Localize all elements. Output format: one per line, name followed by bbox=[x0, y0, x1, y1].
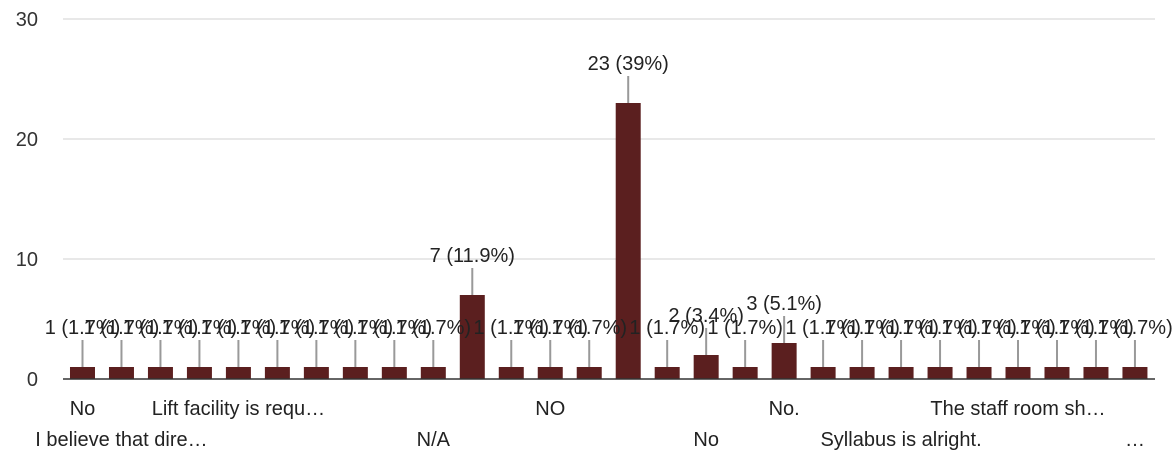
bar bbox=[849, 367, 875, 379]
bar bbox=[342, 367, 368, 379]
data-label: 1 (1.7%) bbox=[123, 317, 199, 339]
data-label: 2 (3.4%) bbox=[668, 305, 744, 327]
bar bbox=[537, 367, 563, 379]
data-label: 1 (1.7%) bbox=[1019, 317, 1095, 339]
data-label: 1 (1.7%) bbox=[201, 317, 277, 339]
data-label: 1 (1.7%) bbox=[824, 317, 900, 339]
y-tick-label: 0 bbox=[27, 369, 38, 391]
bar bbox=[459, 295, 485, 379]
x-category-label: NO bbox=[535, 398, 565, 420]
bar bbox=[1005, 367, 1031, 379]
bar bbox=[654, 367, 680, 379]
bar bbox=[420, 367, 446, 379]
y-axis-ticks: 0 10 20 30 bbox=[16, 9, 38, 391]
x-category-label: Lift facility is requ… bbox=[152, 398, 325, 420]
x-category-label: The staff room sh… bbox=[930, 398, 1105, 420]
data-label: 1 (1.7%) bbox=[1097, 317, 1173, 339]
bar bbox=[966, 367, 992, 379]
bar bbox=[1083, 367, 1109, 379]
x-category-label: Syllabus is alright. bbox=[820, 429, 981, 451]
data-label: 1 (1.7%) bbox=[473, 317, 549, 339]
data-label: 1 (1.7%) bbox=[396, 317, 472, 339]
bar bbox=[1122, 367, 1148, 379]
data-label: 1 (1.7%) bbox=[1058, 317, 1134, 339]
bar bbox=[888, 367, 914, 379]
x-category-label: No bbox=[693, 429, 719, 451]
bar bbox=[810, 367, 836, 379]
bar bbox=[693, 355, 719, 379]
data-label: 1 (1.7%) bbox=[279, 317, 355, 339]
data-label: 1 (1.7%) bbox=[162, 317, 238, 339]
bar bbox=[303, 367, 329, 379]
data-label: 1 (1.7%) bbox=[84, 317, 160, 339]
bar bbox=[576, 367, 602, 379]
data-label: 1 (1.7%) bbox=[512, 317, 588, 339]
data-label: 1 (1.7%) bbox=[318, 317, 394, 339]
gridlines bbox=[63, 18, 1155, 260]
bar bbox=[264, 367, 290, 379]
data-label: 1 (1.7%) bbox=[551, 317, 627, 339]
data-label: 1 (1.7%) bbox=[629, 317, 705, 339]
data-label: 1 (1.7%) bbox=[902, 317, 978, 339]
x-category-label: No bbox=[70, 398, 96, 420]
data-label: 1 (1.7%) bbox=[707, 317, 783, 339]
bar bbox=[732, 367, 758, 379]
bar bbox=[498, 367, 524, 379]
x-category-label: … bbox=[1125, 429, 1145, 451]
y-tick-label: 20 bbox=[16, 129, 38, 151]
x-category-label: I believe that dire… bbox=[35, 429, 207, 451]
bar bbox=[381, 367, 407, 379]
bar bbox=[147, 367, 173, 379]
data-label: 1 (1.7%) bbox=[785, 317, 861, 339]
data-label: 1 (1.7%) bbox=[357, 317, 433, 339]
data-label: 1 (1.7%) bbox=[980, 317, 1056, 339]
bar bbox=[186, 367, 212, 379]
data-label: 1 (1.7%) bbox=[45, 317, 121, 339]
data-label: 1 (1.7%) bbox=[240, 317, 316, 339]
x-category-label: No. bbox=[769, 398, 800, 420]
bar bbox=[225, 367, 251, 379]
bar bbox=[108, 367, 134, 379]
label-leader-lines bbox=[81, 76, 1136, 367]
data-label: 3 (5.1%) bbox=[746, 293, 822, 315]
x-category-label: N/A bbox=[417, 429, 451, 451]
data-label: 7 (11.9%) bbox=[430, 245, 515, 267]
y-tick-label: 30 bbox=[16, 9, 38, 31]
bar bbox=[615, 103, 641, 379]
bar bbox=[1044, 367, 1070, 379]
x-axis-labels: No I believe that dire… Lift facility is r… bbox=[35, 398, 1145, 451]
data-label: 1 (1.7%) bbox=[863, 317, 939, 339]
data-label: 1 (1.7%) bbox=[941, 317, 1017, 339]
bar bbox=[771, 343, 797, 379]
data-label: 23 (39%) bbox=[588, 53, 669, 75]
data-labels: 1 (1.7%)1 (1.7%)1 (1.7%)1 (1.7%)1 (1.7%)… bbox=[45, 53, 1173, 339]
bar bbox=[69, 367, 95, 379]
y-tick-label: 10 bbox=[16, 249, 38, 271]
bars bbox=[69, 103, 1148, 379]
bar bbox=[927, 367, 953, 379]
